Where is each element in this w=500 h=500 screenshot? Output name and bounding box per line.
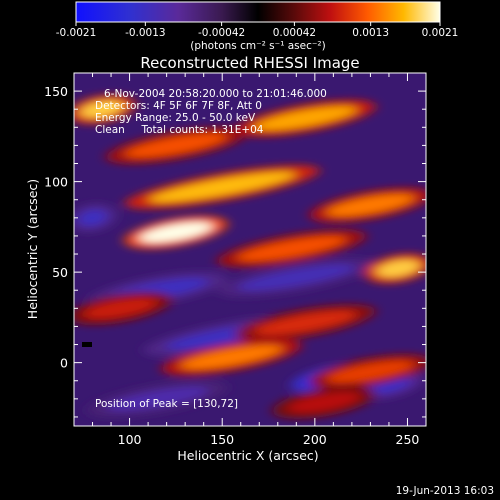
y-axis-ticks: 0 50 100 150 [44,72,426,418]
x-axis-ticks: 100 150 200 250 [92,73,427,447]
bright-band-core-3 [149,171,296,203]
bright-band-core-11 [326,360,415,383]
colorbar-tick-label-3: 0.00042 [273,27,316,39]
colorbar-tick-label-5: 0.0021 [422,27,459,39]
colorbar-tick-label-4: 0.0013 [352,27,389,39]
small-marker [82,342,92,347]
bright-band-core-1 [254,106,357,131]
x-tick-label-0: 100 [118,432,142,447]
y-tick-label-1: 50 [52,265,68,280]
y-tick-label-3: 150 [44,84,68,99]
bright-band-core-6 [236,236,347,262]
y-tick-label-2: 100 [44,175,68,190]
x-tick-label-3: 250 [396,432,420,447]
dark-band-core-0 [77,209,108,227]
annotation-clean-counts: Clean Total counts: 1.31E+04 [95,124,264,136]
heatmap-image [74,94,426,419]
y-axis-label: Heliocentric Y (arcsec) [25,179,40,319]
bright-band-core-10 [180,345,283,370]
bright-band-core-7 [376,259,421,278]
bright-band-core-8 [83,298,157,319]
bright-band-core-2 [124,133,227,158]
dark-band-core-6 [106,386,209,411]
plot-frame [73,72,427,427]
colorbar-ticks: -0.0021 -0.0013 -0.00042 0.00042 0.0013 0.002… [56,22,459,39]
bright-band-core-5 [139,222,213,243]
colorbar-tick-label-0: -0.0021 [56,27,97,39]
dark-band-core-1 [237,264,355,291]
annotation-detectors: Detectors: 4F 5F 6F 7F 8F, Att 0 [95,100,262,112]
colorbar-tick-label-2: -0.00042 [198,27,245,39]
colorbar: -0.0021 -0.0013 -0.00042 0.00042 0.0013 0.002… [56,1,459,52]
x-tick-label-2: 200 [303,432,327,447]
colorbar-gradient [75,1,441,23]
x-tick-label-1: 150 [210,432,234,447]
colorbar-tick-label-1: -0.0013 [125,27,166,39]
annotation-energy-range: Energy Range: 25.0 - 50.0 keV [95,112,256,124]
bright-band-core-12 [287,392,361,413]
y-tick-label-0: 0 [60,356,68,371]
plot-area: 100 150 200 250 0 50 100 150 6-Nov-2004 20:58:… [44,72,427,447]
footer-date: 19-Jun-2013 16:03 [396,485,494,497]
annotation-time-range: 6-Nov-2004 20:58:20.000 to 21:01:46.000 [104,88,327,100]
colorbar-units: (photons cm⁻² s⁻¹ asec⁻²) [190,40,325,52]
peak-position-label: Position of Peak = [130,72] [95,398,238,410]
bright-band-core-0 [79,100,124,118]
bright-band-core-4 [326,194,415,217]
x-axis-label: Heliocentric X (arcsec) [177,448,318,463]
bright-band-core-9 [254,310,357,335]
chart-title: Reconstructed RHESSI Image [140,54,359,72]
